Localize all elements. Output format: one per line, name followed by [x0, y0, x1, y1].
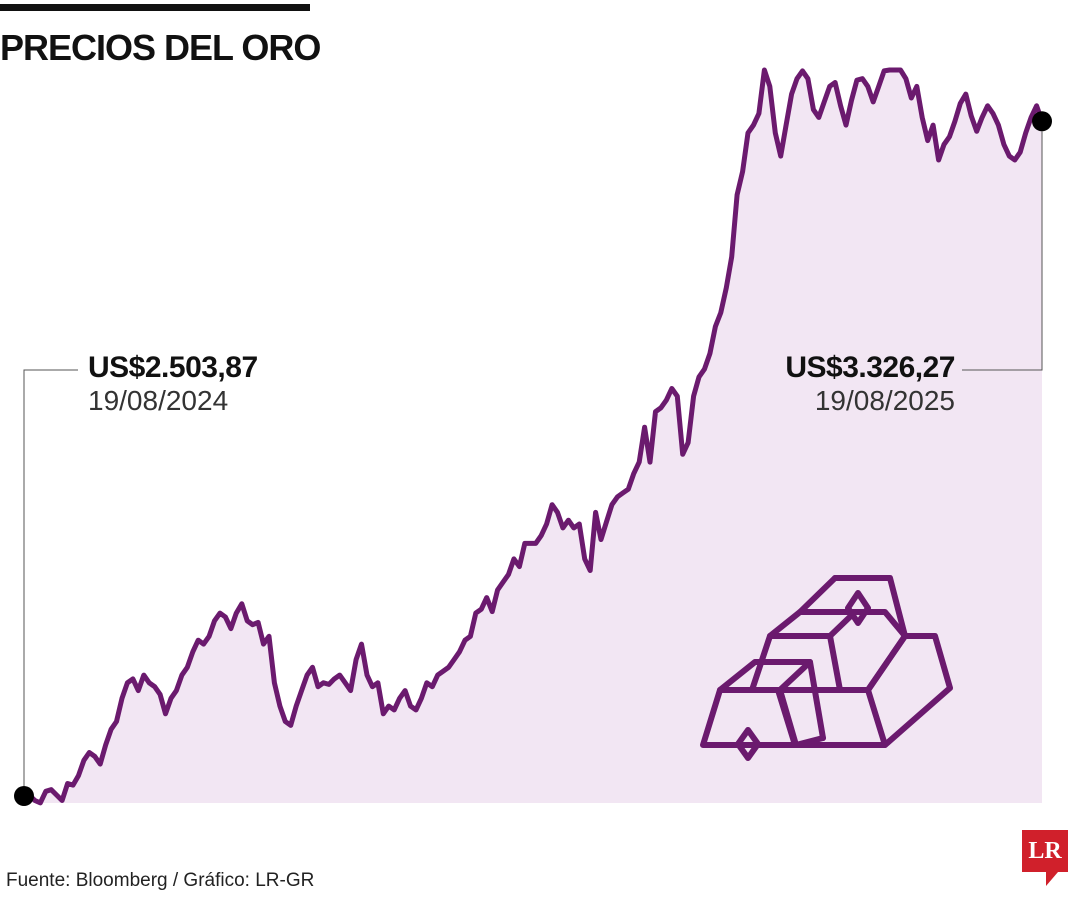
source-credit: Fuente: Bloomberg / Gráfico: LR-GR: [6, 870, 315, 891]
end-point-marker: [1032, 111, 1052, 132]
start-annotation: US$2.503,87 19/08/2024: [88, 353, 258, 415]
end-price-label: US$3.326,27: [785, 351, 955, 384]
start-leader-line: [23, 369, 78, 786]
start-point-marker: [14, 786, 34, 806]
lr-logo: LR: [1022, 830, 1068, 886]
end-annotation: US$3.326,27 19/08/2025: [785, 353, 955, 415]
end-date-label: 19/08/2025: [814, 385, 955, 416]
chart-title: PRECIOS DEL ORO: [0, 27, 321, 68]
start-date-label: 19/08/2024: [88, 385, 229, 416]
top-rule: [0, 4, 310, 11]
start-price-label: US$2.503,87: [88, 351, 258, 384]
lr-logo-tail: [1046, 872, 1058, 886]
end-leader-line: [962, 131, 1043, 371]
price-series-line: [21, 67, 1045, 806]
gold-bars-icon: [700, 575, 953, 761]
lr-logo-text: LR: [1022, 830, 1068, 872]
